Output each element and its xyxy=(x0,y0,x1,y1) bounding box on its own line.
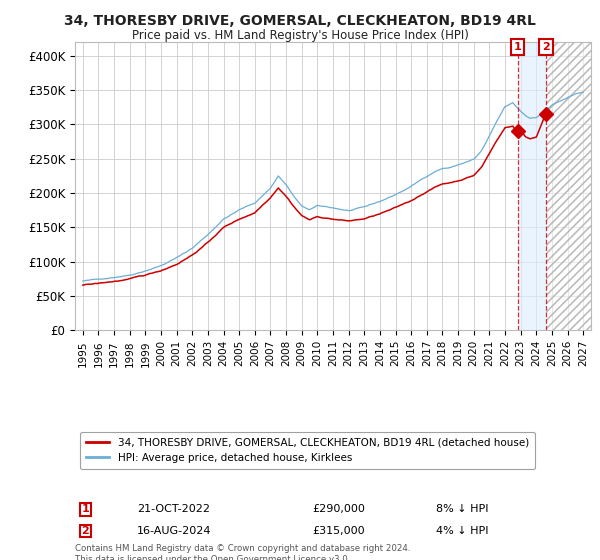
Text: Contains HM Land Registry data © Crown copyright and database right 2024.
This d: Contains HM Land Registry data © Crown c… xyxy=(75,544,410,560)
Legend: 34, THORESBY DRIVE, GOMERSAL, CLECKHEATON, BD19 4RL (detached house), HPI: Avera: 34, THORESBY DRIVE, GOMERSAL, CLECKHEATO… xyxy=(80,432,535,469)
Text: 16-AUG-2024: 16-AUG-2024 xyxy=(137,526,211,536)
Text: 1: 1 xyxy=(514,42,521,52)
Bar xyxy=(518,42,546,330)
Bar xyxy=(546,42,591,330)
Text: 2: 2 xyxy=(82,526,89,536)
Bar xyxy=(546,42,591,330)
Text: 34, THORESBY DRIVE, GOMERSAL, CLECKHEATON, BD19 4RL: 34, THORESBY DRIVE, GOMERSAL, CLECKHEATO… xyxy=(64,14,536,28)
Text: 21-OCT-2022: 21-OCT-2022 xyxy=(137,504,210,514)
Text: 8% ↓ HPI: 8% ↓ HPI xyxy=(436,504,488,514)
Text: Price paid vs. HM Land Registry's House Price Index (HPI): Price paid vs. HM Land Registry's House … xyxy=(131,29,469,42)
Text: 2: 2 xyxy=(542,42,550,52)
Text: £290,000: £290,000 xyxy=(313,504,365,514)
Text: 1: 1 xyxy=(82,504,89,514)
Text: 4% ↓ HPI: 4% ↓ HPI xyxy=(436,526,488,536)
Text: £315,000: £315,000 xyxy=(313,526,365,536)
